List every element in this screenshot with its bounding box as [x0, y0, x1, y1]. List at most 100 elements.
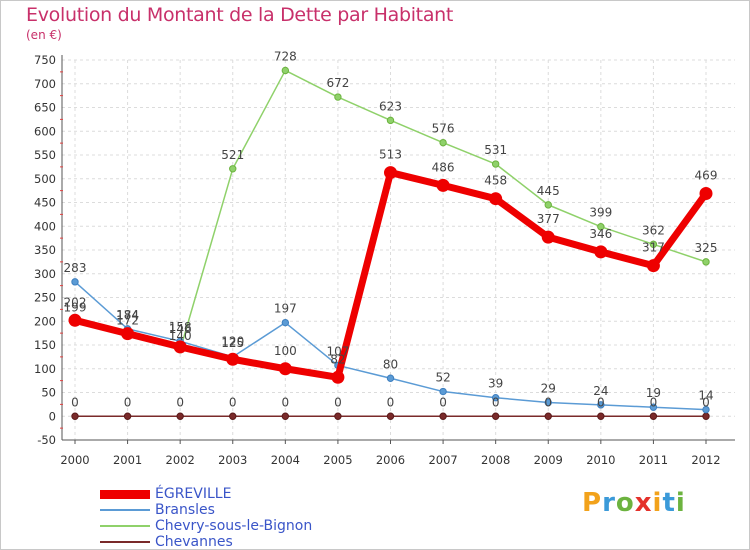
- x-tick-label: 2004: [271, 453, 300, 467]
- data-point: [71, 278, 79, 286]
- data-point: [541, 230, 555, 244]
- data-point: [173, 340, 187, 354]
- data-label: 82: [330, 352, 345, 366]
- chart-title: Evolution du Montant de la Dette par Hab…: [26, 4, 454, 26]
- logo-letter: i: [675, 488, 686, 518]
- data-label: 29: [541, 381, 556, 395]
- data-point: [229, 165, 237, 173]
- logo-letter: o: [615, 488, 635, 518]
- legend-swatch: [100, 525, 150, 527]
- y-tick-label: 450: [34, 196, 56, 210]
- legend-swatch: [100, 489, 150, 499]
- y-tick-label: 750: [34, 53, 56, 67]
- data-point: [544, 412, 552, 420]
- data-label: 469: [695, 168, 718, 182]
- legend-swatch: [100, 509, 150, 511]
- data-label: 140: [169, 329, 192, 343]
- logo-letter: r: [602, 488, 616, 518]
- data-point: [649, 240, 658, 249]
- data-label: 728: [274, 49, 297, 63]
- data-label: 19: [646, 386, 661, 400]
- data-label: 317: [642, 241, 665, 255]
- data-label: 80: [383, 357, 398, 371]
- data-point: [594, 245, 608, 259]
- y-tick-label: 500: [34, 172, 56, 186]
- x-tick-label: 2000: [60, 453, 89, 467]
- data-label: 158: [169, 320, 192, 334]
- x-tick-label: 2007: [428, 453, 457, 467]
- y-tick-label: 700: [34, 77, 56, 91]
- data-point: [386, 374, 395, 382]
- data-point: [702, 405, 710, 414]
- y-tick-label: 350: [34, 243, 56, 257]
- logo-letter: P: [582, 488, 603, 518]
- data-point: [281, 66, 290, 75]
- data-point: [597, 223, 605, 231]
- data-label: 672: [326, 76, 349, 90]
- data-point: [229, 412, 237, 420]
- data-label: 531: [484, 143, 507, 157]
- data-point: [68, 313, 82, 327]
- data-label: 0: [702, 395, 710, 409]
- legend-label: ÉGREVILLE: [155, 486, 232, 502]
- data-label: 197: [274, 302, 297, 316]
- data-label: 0: [492, 395, 500, 409]
- data-point: [386, 116, 395, 125]
- x-tick-label: 2005: [323, 453, 352, 467]
- data-label: 0: [544, 395, 552, 409]
- data-label: 172: [116, 314, 139, 328]
- data-label: 0: [71, 395, 79, 409]
- data-point: [597, 412, 605, 420]
- data-label: 623: [379, 99, 402, 113]
- data-point: [334, 93, 342, 101]
- data-point: [281, 318, 290, 327]
- data-point: [281, 412, 290, 420]
- y-tick-label: 400: [34, 219, 56, 233]
- data-label: 458: [484, 174, 507, 188]
- data-point: [331, 370, 345, 384]
- data-label: 146: [169, 322, 192, 336]
- y-tick-label: 300: [34, 267, 56, 281]
- x-tick-label: 2003: [218, 453, 247, 467]
- data-label: 0: [334, 395, 342, 409]
- legend-label: Chevannes: [155, 534, 233, 550]
- data-point: [699, 186, 713, 200]
- data-label: 14: [698, 389, 713, 403]
- y-tick-label: 50: [41, 386, 56, 400]
- data-point: [544, 398, 552, 407]
- y-tick-label: 100: [34, 362, 56, 376]
- data-label: 346: [589, 227, 612, 241]
- legend-label: Chevry-sous-le-Bignon: [155, 518, 313, 534]
- data-point: [121, 327, 135, 341]
- data-point: [439, 138, 447, 147]
- data-label: 325: [695, 241, 718, 255]
- data-point: [489, 192, 503, 206]
- data-label: 174: [116, 309, 139, 323]
- data-point: [176, 412, 184, 420]
- data-label: 0: [124, 395, 132, 409]
- data-point: [544, 201, 552, 209]
- data-point: [597, 401, 605, 409]
- data-label: 0: [229, 395, 237, 409]
- data-point: [702, 412, 710, 420]
- logo-letter: x: [634, 488, 653, 518]
- data-label: 52: [435, 371, 450, 385]
- data-label: 125: [221, 336, 244, 350]
- y-tick-label: 250: [34, 291, 56, 305]
- data-point: [123, 412, 132, 420]
- data-point: [439, 387, 447, 396]
- data-point: [649, 412, 658, 420]
- data-point: [71, 412, 79, 420]
- data-point: [278, 362, 292, 376]
- series--greville: [68, 166, 713, 384]
- data-point: [226, 352, 240, 366]
- y-tick-label: 550: [34, 148, 56, 162]
- data-point: [436, 178, 450, 192]
- data-label: 24: [593, 384, 608, 398]
- data-label: 0: [439, 395, 447, 409]
- data-label: 0: [282, 395, 290, 409]
- data-point: [386, 412, 395, 420]
- x-tick-label: 2002: [166, 453, 195, 467]
- data-label: 283: [64, 261, 87, 275]
- data-label: 362: [642, 223, 665, 237]
